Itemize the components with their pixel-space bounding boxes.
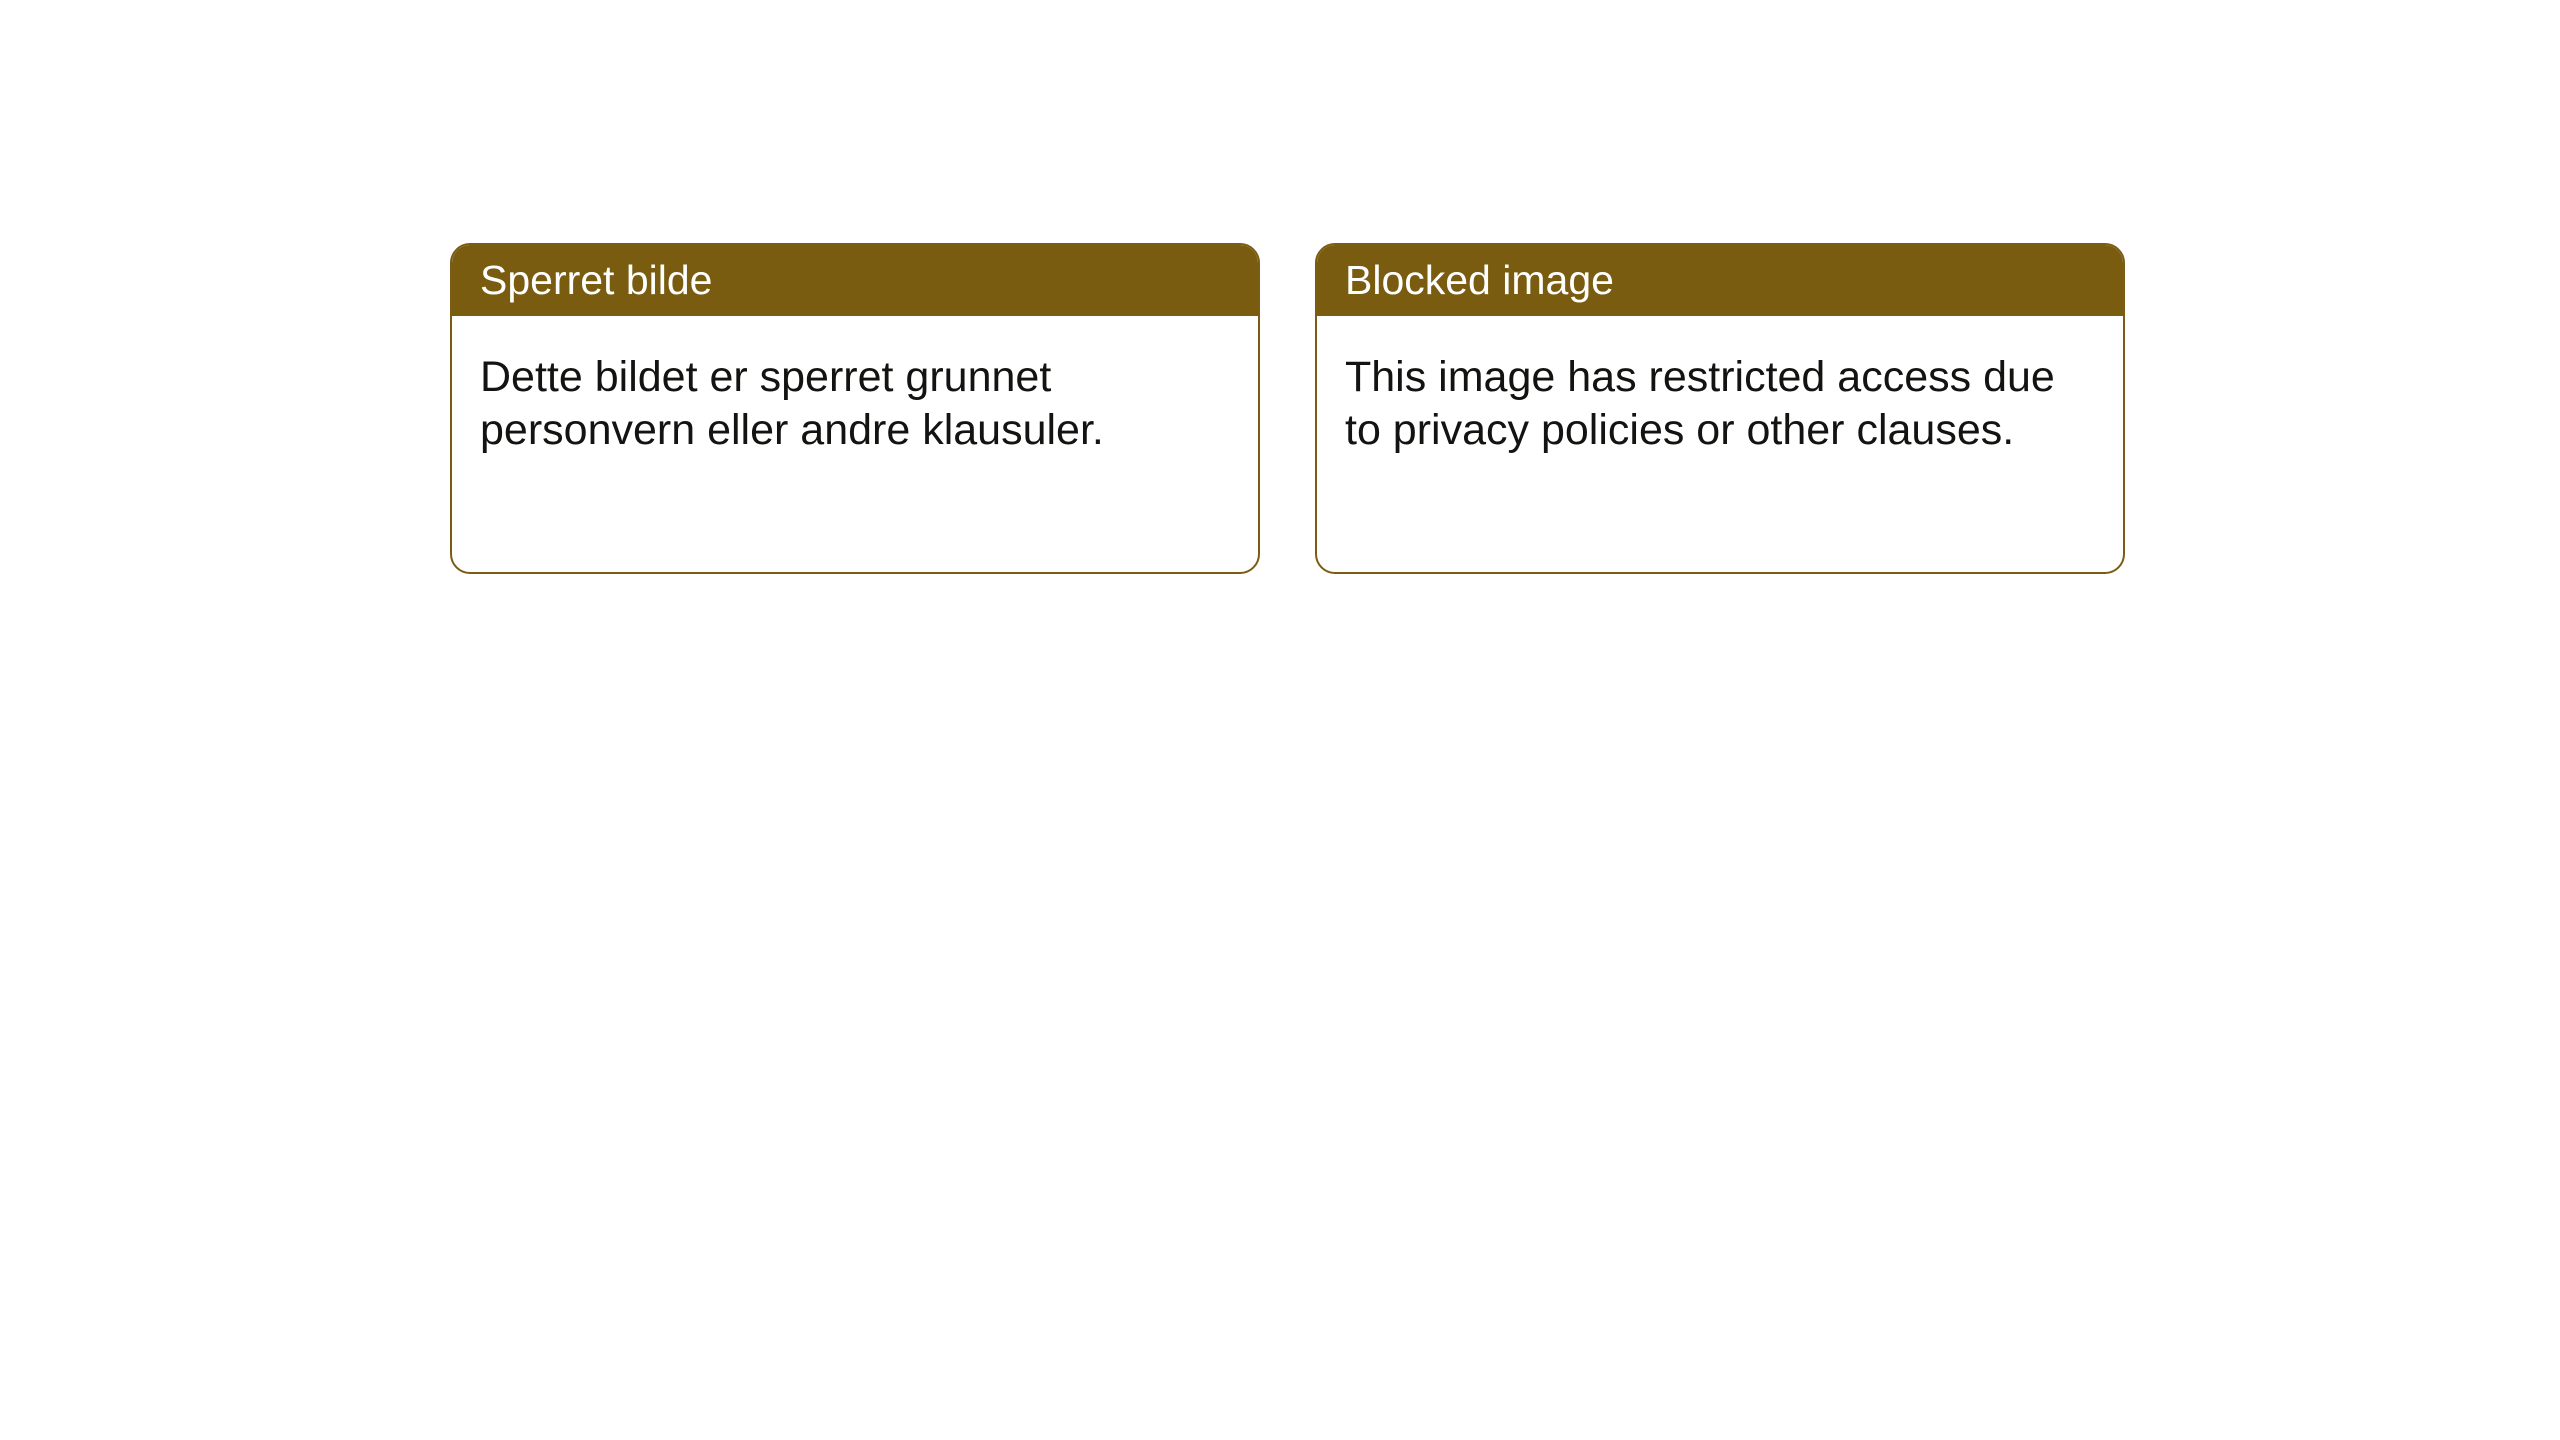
notice-card-norwegian: Sperret bilde Dette bildet er sperret gr… xyxy=(450,243,1260,574)
notice-card-english: Blocked image This image has restricted … xyxy=(1315,243,2125,574)
notice-title-english: Blocked image xyxy=(1317,245,2123,316)
blocked-image-notices: Sperret bilde Dette bildet er sperret gr… xyxy=(450,243,2125,574)
notice-body-norwegian: Dette bildet er sperret grunnet personve… xyxy=(452,316,1258,572)
notice-body-english: This image has restricted access due to … xyxy=(1317,316,2123,572)
notice-title-norwegian: Sperret bilde xyxy=(452,245,1258,316)
